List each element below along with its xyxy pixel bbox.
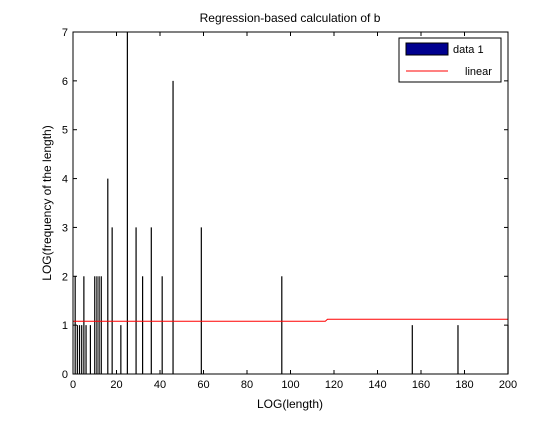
x-tick-label: 160: [412, 379, 430, 391]
x-tick-label: 80: [241, 379, 253, 391]
y-tick-label: 4: [62, 174, 68, 186]
legend-label-data-1: data 1: [453, 44, 484, 56]
lines-group: [73, 318, 508, 322]
x-tick-label: 120: [325, 379, 343, 391]
legend-label-linear: linear: [465, 66, 492, 78]
x-tick-label: 100: [281, 379, 299, 391]
chart-title: Regression-based calculation of b: [200, 11, 381, 25]
y-tick-label: 1: [62, 320, 68, 332]
x-tick-label: 60: [197, 379, 209, 391]
y-tick-label: 7: [62, 27, 68, 39]
y-tick-label: 2: [62, 271, 68, 283]
bars-group: [74, 32, 509, 374]
x-tick-label: 0: [70, 379, 76, 391]
x-tick-label: 140: [368, 379, 386, 391]
plot-area: [73, 32, 508, 374]
x-tick-label: 180: [455, 379, 473, 391]
y-axis-ticks: 0 1 2 3 4 5 6 7: [62, 27, 508, 381]
linear-fit-line: [73, 318, 508, 322]
x-tick-label: 20: [110, 379, 122, 391]
legend-swatch-data-1: [405, 42, 449, 56]
y-tick-label: 0: [62, 369, 68, 381]
x-axis-ticks: 0 20 40 60 80 100 120 140 160 180 200: [70, 32, 517, 391]
x-tick-label: 200: [499, 379, 517, 391]
y-tick-label: 6: [62, 76, 68, 88]
legend: data 1 linear: [398, 37, 502, 83]
y-tick-label: 5: [62, 125, 68, 137]
y-tick-label: 3: [62, 222, 68, 234]
x-tick-label: 40: [154, 379, 166, 391]
y-axis-label: LOG(frequency of the length): [40, 125, 54, 280]
x-axis-label: LOG(length): [257, 397, 323, 411]
